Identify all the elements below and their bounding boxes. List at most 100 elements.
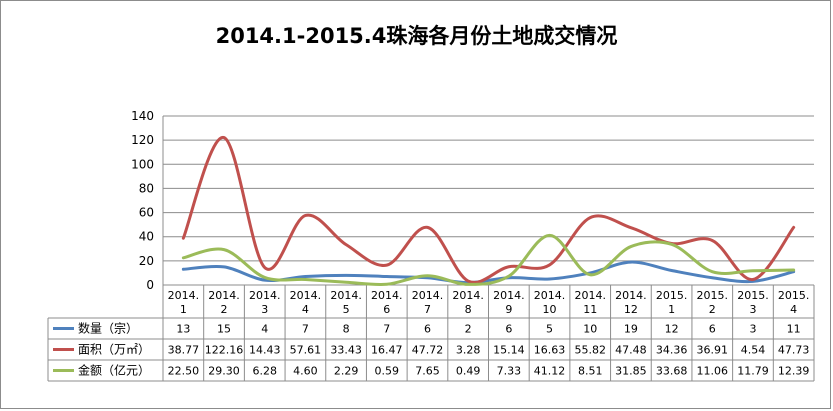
data-label: 57.61: [290, 344, 322, 357]
x-tick-label-line: 12: [624, 303, 638, 316]
data-label: 2.29: [334, 365, 359, 378]
x-tick-label-line: 2014.: [534, 289, 566, 302]
x-tick-label-line: 9: [505, 303, 512, 316]
x-tick-label-line: 11: [583, 303, 597, 316]
x-tick-label: 2014. 7: [412, 289, 444, 316]
x-tick-label-line: 6: [383, 303, 390, 316]
y-tick-label: 40: [139, 230, 154, 244]
x-tick-label-line: 8: [465, 303, 472, 316]
data-label: 6: [709, 323, 716, 336]
series-line: [181, 233, 796, 287]
data-label: 6.28: [252, 365, 277, 378]
data-label: 13: [176, 323, 190, 336]
data-label: 33.68: [656, 365, 688, 378]
data-label: 8.51: [578, 365, 603, 378]
data-label: 47.72: [412, 344, 444, 357]
x-tick-label: 2014. 1: [168, 289, 200, 316]
x-tick-label-line: 2015.: [656, 289, 688, 302]
data-label: 3: [749, 323, 756, 336]
x-tick-label: 2014. 9: [493, 289, 525, 316]
x-tick-label: 2014. 6: [371, 289, 403, 316]
x-tick-label: 2014. 11: [574, 289, 606, 316]
data-label: 6: [424, 323, 431, 336]
data-label: 122.16: [205, 344, 244, 357]
data-label: 55.82: [574, 344, 606, 357]
data-label: 11: [787, 323, 801, 336]
data-label: 16.47: [371, 344, 403, 357]
data-label: 33.43: [330, 344, 362, 357]
x-tick-label-line: 1: [668, 303, 675, 316]
y-tick-label: 80: [139, 181, 154, 195]
y-tick-label: 140: [131, 109, 154, 123]
x-tick-label-line: 2015.: [737, 289, 769, 302]
data-label: 5: [546, 323, 553, 336]
x-tick-label-line: 2: [709, 303, 716, 316]
series-lines: [181, 136, 796, 287]
data-label: 19: [624, 323, 638, 336]
x-tick-label-line: 4: [302, 303, 309, 316]
x-tick-label: 2015. 2: [697, 289, 729, 316]
data-label: 34.36: [656, 344, 688, 357]
x-tick-label-line: 5: [343, 303, 350, 316]
data-label: 6: [505, 323, 512, 336]
x-tick-label: 2015. 4: [778, 289, 810, 316]
data-label: 11.79: [737, 365, 769, 378]
y-tick-label: 20: [139, 254, 154, 268]
x-tick-label: 2015. 1: [656, 289, 688, 316]
x-tick-label-line: 2015.: [697, 289, 729, 302]
data-label: 7.33: [497, 365, 522, 378]
legend-label: 数量（宗）: [78, 321, 138, 336]
y-tick-label: 0: [146, 278, 154, 292]
x-tick-label-line: 10: [543, 303, 557, 316]
x-tick-label-line: 7: [424, 303, 431, 316]
x-tick-label-line: 2014.: [574, 289, 606, 302]
x-tick-label: 2014. 2: [208, 289, 240, 316]
x-tick-label-line: 3: [261, 303, 268, 316]
x-tick-label-line: 2014.: [249, 289, 281, 302]
data-label: 14.43: [249, 344, 281, 357]
data-label: 12: [665, 323, 679, 336]
data-label: 7: [302, 323, 309, 336]
x-tick-label-line: 2014.: [168, 289, 200, 302]
x-tick-label-line: 4: [790, 303, 797, 316]
data-label: 7: [383, 323, 390, 336]
data-label: 31.85: [615, 365, 647, 378]
y-tick-label: 60: [139, 206, 154, 220]
y-tick-label: 100: [131, 157, 154, 171]
data-label: 2: [465, 323, 472, 336]
data-label: 36.91: [697, 344, 729, 357]
legend-label: 金额（亿元）: [78, 363, 150, 378]
data-label: 47.73: [778, 344, 810, 357]
y-axis-ticks: 0 20 40 60 80 100 120 140: [131, 109, 154, 292]
data-label: 11.06: [697, 365, 729, 378]
x-tick-label-line: 2014.: [412, 289, 444, 302]
data-label: 15.14: [493, 344, 525, 357]
data-label: 16.63: [534, 344, 566, 357]
data-label: 4.60: [293, 365, 318, 378]
data-label: 4: [261, 323, 268, 336]
data-label: 0.49: [456, 365, 481, 378]
x-tick-label-line: 2015.: [778, 289, 810, 302]
data-label: 3.28: [456, 344, 481, 357]
data-label: 7.65: [415, 365, 440, 378]
x-tick-label-line: 2014.: [615, 289, 647, 302]
y-tick-label: 120: [131, 133, 154, 147]
data-label: 8: [343, 323, 350, 336]
x-tick-label-line: 2014.: [208, 289, 240, 302]
x-tick-label: 2015. 3: [737, 289, 769, 316]
chart-title: 2014.1-2015.4珠海各月份土地成交情况: [215, 24, 618, 48]
data-label: 12.39: [778, 365, 810, 378]
data-label: 38.77: [168, 344, 200, 357]
data-label: 4.54: [741, 344, 766, 357]
data-label: 22.50: [168, 365, 200, 378]
data-label: 10: [583, 323, 597, 336]
data-label: 41.12: [534, 365, 566, 378]
x-tick-label-line: 3: [749, 303, 756, 316]
data-label: 29.30: [208, 365, 240, 378]
data-label: 0.59: [375, 365, 400, 378]
x-tick-label: 2014. 10: [534, 289, 566, 316]
legend-label: 面积（万㎡）: [78, 343, 150, 357]
data-label: 47.48: [615, 344, 647, 357]
x-tick-label-line: 2014.: [290, 289, 322, 302]
x-tick-label-line: 2014.: [493, 289, 525, 302]
